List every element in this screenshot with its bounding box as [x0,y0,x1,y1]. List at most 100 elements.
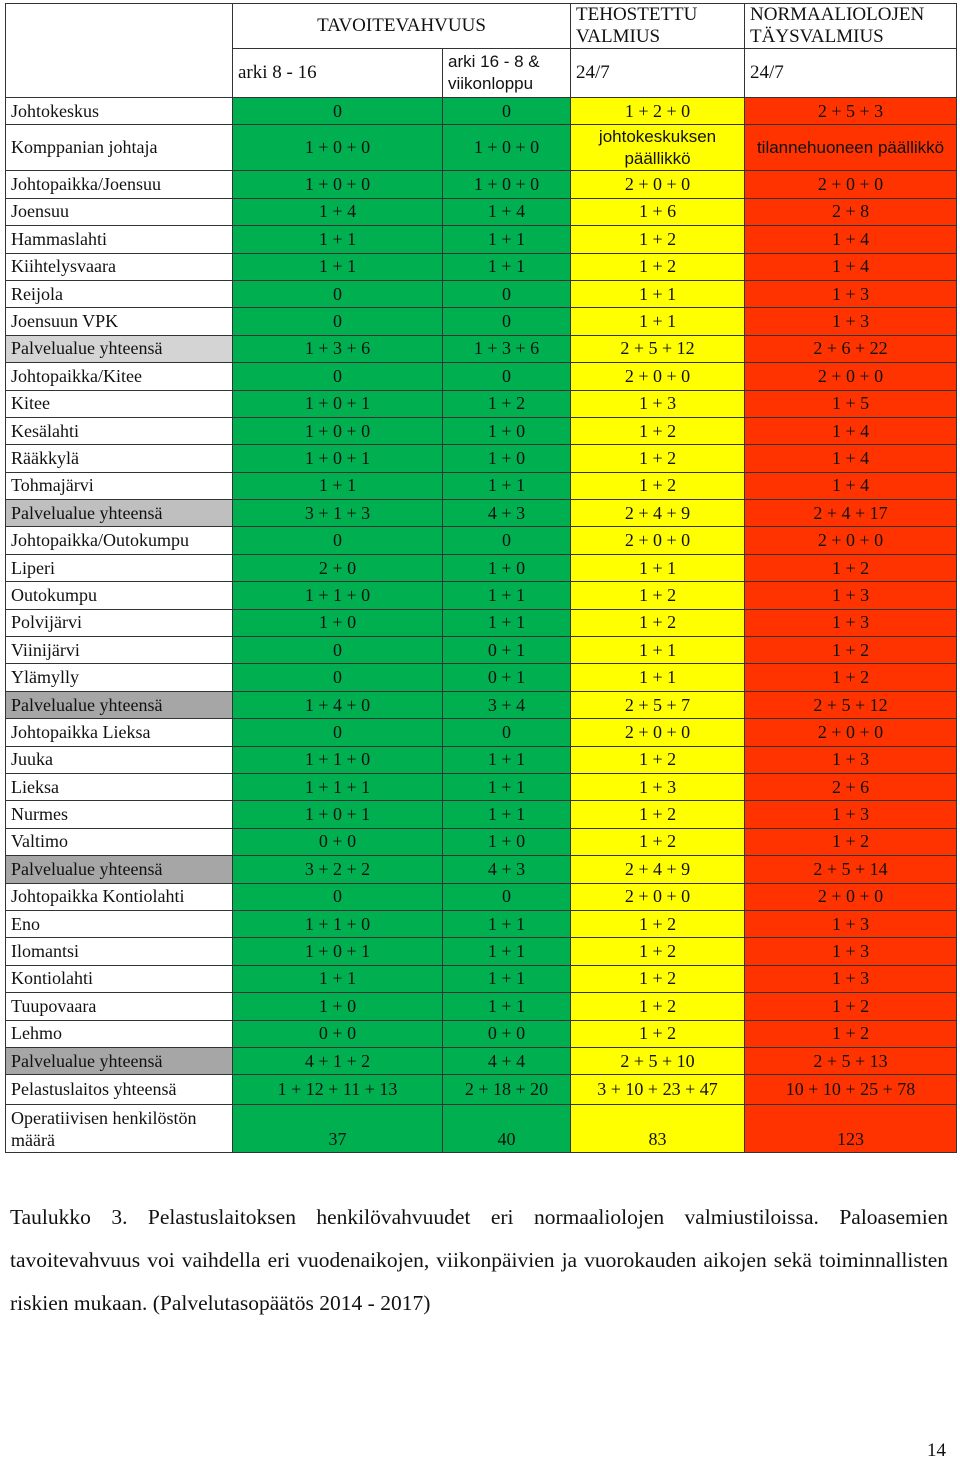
station-row-tehostettu: 1 + 2 [570,416,746,446]
station-row-label: Kiihtelysvaara [5,252,233,281]
grand-total-row-viikonloppu: 2 + 18 + 20 [441,1074,572,1106]
station-row-tehostettu: 1 + 2 [570,964,746,994]
grand-total-row-taysvalmius: 10 + 10 + 25 + 78 [744,1074,958,1106]
station-row-viikonloppu: 1 + 2 [441,389,572,418]
station-row-label: Kitee [5,389,233,418]
station-row-viikonloppu: 0 [441,279,572,309]
station-row-arki: 1 + 0 [232,992,443,1021]
station-row-label: Johtopaikka/Joensuu [5,170,233,199]
station-row-tehostettu: 1 + 2 [570,608,746,638]
station-row-viikonloppu: 1 + 1 [441,252,572,281]
header-tehostettu-valmius: TEHOSTETTU VALMIUS [570,3,746,49]
subtotal-row-taysvalmius: 2 + 6 + 22 [744,334,958,364]
subtotal-row-tehostettu: 2 + 5 + 12 [570,334,746,364]
subtotal-row-viikonloppu: 4 + 3 [441,855,572,884]
station-row-tehostettu: 1 + 2 [570,252,746,281]
station-row-viikonloppu: 1 + 1 [441,992,572,1021]
subtotal-row-arki: 3 + 2 + 2 [232,855,443,884]
header-viikonloppu: arki 16 - 8 & viikonloppu [441,48,572,98]
station-row-taysvalmius: 1 + 3 [744,964,958,994]
station-row-arki: 1 + 1 [232,964,443,994]
station-row-taysvalmius: 1 + 3 [744,608,958,638]
station-row-taysvalmius: 2 + 0 + 0 [744,362,958,391]
station-row-arki: 1 + 4 [232,197,443,227]
station-row-label: Johtopaikka/Outokumpu [5,526,233,555]
subtotal-row-viikonloppu: 3 + 4 [441,690,572,720]
personnel-row-label: Operatiivisen henkilöstön määrä [5,1104,233,1154]
table-caption: Taulukko 3. Pelastuslaitoksen henkilövah… [10,1205,948,1315]
station-row-label: Juuka [5,745,233,774]
personnel-row-taysvalmius: 123 [744,1104,958,1154]
station-row-taysvalmius: 2 + 0 + 0 [744,170,958,199]
station-row-tehostettu: 1 + 2 [570,909,746,939]
station-row-viikonloppu: 1 + 1 [441,937,572,966]
subtotal-row-arki: 4 + 1 + 2 [232,1046,443,1076]
station-row-label: Viinijärvi [5,636,233,665]
station-row-tehostettu: 1 + 1 [570,553,746,583]
station-row-label: Joensuun VPK [5,307,233,336]
header-taysvalmius-time: 24/7 [744,48,958,98]
station-row-label: Nurmes [5,800,233,829]
station-row-tehostettu: 2 + 0 + 0 [570,526,746,555]
station-row-viikonloppu: 1 + 1 [441,800,572,829]
subtotal-row-tehostettu: 2 + 4 + 9 [570,499,746,528]
station-row-arki: 0 [232,362,443,391]
station-row-viikonloppu: 1 + 0 + 0 [441,170,572,199]
station-row-viikonloppu: 0 + 1 [441,663,572,692]
station-row-arki: 1 + 0 [232,608,443,638]
subtotal-row-arki: 1 + 4 + 0 [232,690,443,720]
station-row-label: Kesälahti [5,416,233,446]
station-row-label: Ylämylly [5,663,233,692]
subtotal-row-label: Palvelualue yhteensä [5,499,233,528]
station-row-tehostettu: 1 + 1 [570,279,746,309]
station-row-arki: 0 + 0 [232,827,443,857]
station-row-tehostettu: 1 + 2 [570,992,746,1021]
station-row-arki: 0 [232,526,443,555]
station-row-tehostettu: 2 + 0 + 0 [570,362,746,391]
station-row-arki: 1 + 0 + 1 [232,800,443,829]
station-row-taysvalmius: 1 + 2 [744,636,958,665]
subtotal-row-label: Palvelualue yhteensä [5,855,233,884]
station-row-label: Kontiolahti [5,964,233,994]
station-row-arki: 1 + 0 + 0 [232,170,443,199]
staffing-table: TAVOITEVAHVUUS TEHOSTETTU VALMIUS NORMAA… [5,3,958,1154]
station-row-taysvalmius: 2 + 5 + 3 [744,96,958,126]
subtotal-row-tehostettu: 2 + 5 + 7 [570,690,746,720]
header-corner [5,3,233,98]
station-row-taysvalmius: 1 + 3 [744,909,958,939]
station-row-viikonloppu: 0 + 0 [441,1019,572,1048]
station-row-arki: 1 + 1 + 0 [232,745,443,774]
subtotal-row-viikonloppu: 4 + 3 [441,499,572,528]
station-row-taysvalmius: 1 + 2 [744,553,958,583]
station-row-tehostettu: 1 + 2 [570,225,746,254]
station-row-tehostettu: 1 + 2 [570,1019,746,1048]
station-row-arki: 0 [232,279,443,309]
page-number: 14 [927,1440,946,1461]
station-row-viikonloppu: 1 + 0 [441,553,572,583]
station-row-viikonloppu: 1 + 0 [441,416,572,446]
station-row-arki: 1 + 1 + 1 [232,772,443,802]
subtotal-row-arki: 3 + 1 + 3 [232,499,443,528]
station-row-viikonloppu: 1 + 1 [441,608,572,638]
station-row-viikonloppu: 1 + 1 [441,772,572,802]
station-row-tehostettu: 1 + 1 [570,663,746,692]
station-row-label: Eno [5,909,233,939]
station-row-taysvalmius: 2 + 6 [744,772,958,802]
station-row-arki: 0 [232,636,443,665]
